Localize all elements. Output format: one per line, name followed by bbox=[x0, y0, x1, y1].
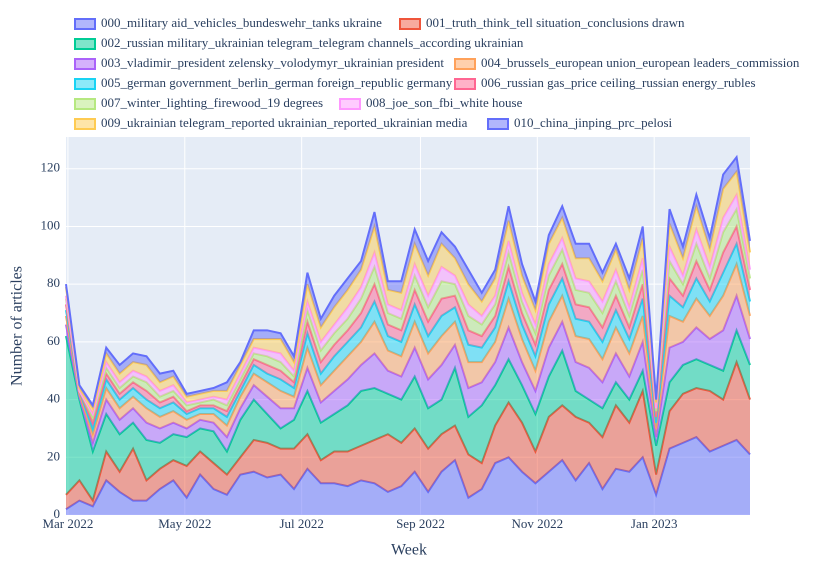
legend-item: 002_russian military_ukrainian telegram_… bbox=[74, 35, 524, 50]
legend-swatch bbox=[399, 18, 421, 30]
legend-item: 000_military aid_vehicles_bundeswehr_tan… bbox=[74, 15, 382, 30]
area bbox=[66, 295, 750, 452]
area bbox=[66, 330, 750, 501]
y-axis-title: Number of articles bbox=[9, 266, 26, 386]
legend-label: 006_russian gas_price ceiling_russian en… bbox=[481, 75, 756, 90]
legend-swatch bbox=[74, 118, 96, 130]
legend-swatch bbox=[74, 98, 96, 110]
legend-item: 005_german government_berlin_german fore… bbox=[74, 75, 453, 90]
legend-swatch bbox=[487, 118, 509, 130]
y-tick-label: 120 bbox=[41, 160, 61, 175]
y-tick-label: 0 bbox=[54, 506, 61, 521]
legend-item: 009_ukrainian telegram_reported ukrainia… bbox=[74, 115, 468, 130]
legend-item: 001_truth_think_tell situation_conclusio… bbox=[399, 15, 685, 30]
legend-swatch bbox=[339, 98, 361, 110]
legend-label: 004_brussels_european union_european lea… bbox=[481, 55, 800, 70]
y-tick-label: 40 bbox=[47, 391, 60, 406]
x-tick-label: Jan 2023 bbox=[631, 516, 678, 531]
y-tick-label: 60 bbox=[47, 333, 60, 348]
x-tick-label: Mar 2022 bbox=[42, 516, 93, 531]
x-tick-label: Jul 2022 bbox=[279, 516, 323, 531]
y-tick-label: 100 bbox=[41, 217, 61, 232]
legend-label: 010_china_jinping_prc_pelosi bbox=[514, 115, 673, 130]
legend-item: 006_russian gas_price ceiling_russian en… bbox=[454, 75, 756, 90]
x-tick-label: Nov 2022 bbox=[512, 516, 564, 531]
area-line bbox=[65, 154, 751, 408]
legend-label: 007_winter_lighting_firewood_19 degrees bbox=[101, 95, 323, 110]
legend-label: 002_russian military_ukrainian telegram_… bbox=[101, 35, 524, 50]
y-tick-label: 80 bbox=[47, 275, 60, 290]
legend-item: 008_joe_son_fbi_white house bbox=[339, 95, 523, 110]
legend-swatch bbox=[74, 58, 96, 70]
legend-label: 003_vladimir_president zelensky_volodymy… bbox=[101, 55, 444, 70]
area bbox=[66, 437, 750, 515]
legend-label: 008_joe_son_fbi_white house bbox=[366, 95, 523, 110]
legend-label: 001_truth_think_tell situation_conclusio… bbox=[426, 15, 685, 30]
legend-label: 000_military aid_vehicles_bundeswehr_tan… bbox=[101, 15, 382, 30]
area bbox=[66, 263, 750, 443]
x-axis-title: Week bbox=[391, 542, 427, 559]
y-tick-label: 20 bbox=[47, 448, 60, 463]
x-tick-label: May 2022 bbox=[158, 516, 211, 531]
legend-item: 003_vladimir_president zelensky_volodymy… bbox=[74, 55, 444, 70]
legend-label: 009_ukrainian telegram_reported ukrainia… bbox=[101, 115, 468, 130]
legend-label: 005_german government_berlin_german fore… bbox=[101, 75, 453, 90]
x-tick-label: Sep 2022 bbox=[396, 516, 445, 531]
legend-item: 004_brussels_european union_european lea… bbox=[454, 55, 800, 70]
legend-swatch bbox=[454, 78, 476, 90]
legend-swatch bbox=[74, 18, 96, 30]
legend-item: 007_winter_lighting_firewood_19 degrees bbox=[74, 95, 323, 110]
legend-item: 010_china_jinping_prc_pelosi bbox=[487, 115, 673, 130]
legend-swatch bbox=[74, 38, 96, 50]
legend-swatch bbox=[454, 58, 476, 70]
legend-swatch bbox=[74, 78, 96, 90]
